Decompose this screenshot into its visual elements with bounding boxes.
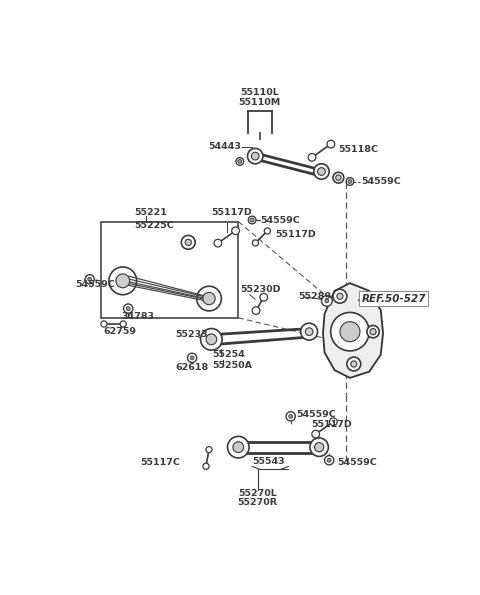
Text: 55110M: 55110M (239, 98, 281, 107)
Circle shape (201, 328, 222, 350)
Circle shape (228, 436, 249, 458)
Circle shape (314, 164, 329, 179)
Circle shape (248, 148, 263, 164)
Circle shape (336, 175, 341, 180)
Text: 55230D: 55230D (240, 285, 280, 294)
Circle shape (327, 140, 335, 148)
Circle shape (101, 321, 107, 327)
Text: 55117D: 55117D (275, 230, 316, 239)
Text: 34783: 34783 (121, 312, 154, 321)
Circle shape (318, 168, 325, 176)
Circle shape (232, 227, 240, 234)
Circle shape (324, 456, 334, 465)
Circle shape (181, 236, 195, 249)
Circle shape (185, 239, 192, 245)
Circle shape (325, 299, 329, 303)
Circle shape (348, 180, 352, 183)
Text: 54559C: 54559C (337, 458, 377, 467)
Circle shape (346, 178, 354, 186)
Text: 54559C: 54559C (296, 409, 336, 418)
Text: 54443: 54443 (208, 142, 241, 151)
Circle shape (252, 152, 259, 160)
Text: 55233: 55233 (175, 330, 208, 339)
Text: 55117D: 55117D (312, 419, 352, 428)
Text: 55221: 55221 (134, 208, 167, 217)
Text: 54559C: 54559C (75, 280, 115, 289)
Circle shape (248, 216, 256, 224)
Circle shape (123, 304, 133, 313)
Text: 54559C: 54559C (361, 177, 401, 186)
Text: 55250A: 55250A (212, 361, 252, 370)
Circle shape (333, 289, 347, 303)
Circle shape (370, 328, 376, 335)
Circle shape (347, 357, 361, 371)
Circle shape (252, 307, 260, 315)
Text: 62759: 62759 (104, 327, 136, 336)
Text: 55289: 55289 (299, 292, 331, 300)
Text: 55225C: 55225C (134, 221, 174, 230)
Circle shape (203, 463, 209, 469)
Circle shape (250, 218, 254, 222)
Circle shape (203, 292, 215, 305)
Circle shape (314, 443, 324, 452)
Text: 54559C: 54559C (260, 215, 300, 224)
Circle shape (289, 415, 293, 418)
Text: 55270R: 55270R (238, 498, 277, 507)
Circle shape (351, 361, 357, 367)
Circle shape (340, 322, 360, 342)
Circle shape (252, 240, 259, 246)
Circle shape (206, 334, 217, 345)
Polygon shape (323, 283, 383, 378)
Circle shape (367, 325, 379, 338)
Circle shape (233, 441, 244, 453)
Circle shape (126, 306, 130, 311)
Circle shape (260, 293, 267, 301)
Text: 55118C: 55118C (338, 145, 378, 155)
Circle shape (308, 154, 316, 161)
FancyBboxPatch shape (101, 221, 238, 318)
Circle shape (116, 274, 130, 288)
Circle shape (85, 275, 94, 284)
Circle shape (305, 328, 313, 336)
Circle shape (214, 239, 222, 247)
Circle shape (330, 418, 337, 425)
Circle shape (300, 323, 318, 340)
Circle shape (188, 353, 197, 362)
Circle shape (88, 277, 92, 281)
Circle shape (109, 267, 137, 295)
Circle shape (331, 312, 369, 351)
Text: 55270L: 55270L (238, 489, 277, 498)
Circle shape (310, 438, 328, 456)
Circle shape (197, 286, 221, 311)
Text: 55254: 55254 (212, 350, 245, 359)
Text: 55110L: 55110L (240, 89, 279, 98)
Circle shape (333, 173, 344, 183)
Circle shape (120, 321, 126, 327)
Text: 55543: 55543 (252, 458, 285, 466)
Text: 55117D: 55117D (211, 208, 252, 217)
Circle shape (322, 296, 332, 306)
Circle shape (337, 293, 343, 299)
Text: REF.50-527: REF.50-527 (361, 293, 426, 303)
Circle shape (286, 412, 295, 421)
Circle shape (190, 356, 194, 360)
Circle shape (236, 158, 244, 165)
Circle shape (206, 446, 212, 453)
Text: 62618: 62618 (175, 364, 208, 372)
Circle shape (312, 430, 320, 438)
Text: 55117C: 55117C (141, 458, 180, 467)
Circle shape (264, 228, 270, 234)
Circle shape (327, 458, 331, 462)
Circle shape (238, 159, 242, 164)
